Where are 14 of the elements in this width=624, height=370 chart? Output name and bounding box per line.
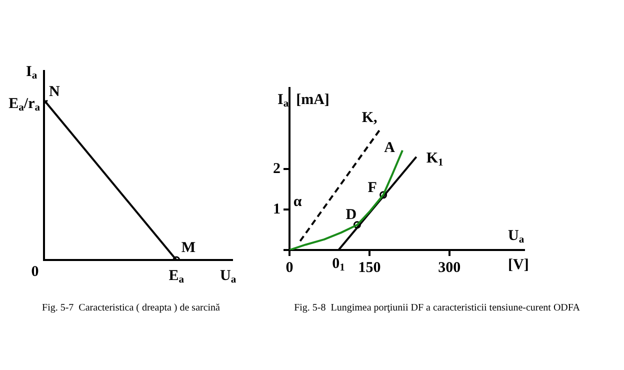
- text: Fig. 5-8 Lungimea porţiunii DF a caracteristicii tensiune-curent ODFA: [294, 302, 581, 314]
- y-tick-label: 1: [273, 201, 280, 218]
- annotation: M: [181, 240, 196, 256]
- y-tick-label: 2: [273, 160, 280, 177]
- annotation: α: [293, 194, 302, 210]
- x-tick-label: 150: [358, 260, 381, 276]
- annotation: K,: [362, 110, 378, 126]
- annotation: N: [49, 84, 60, 100]
- x-tick-label: 0: [286, 260, 294, 276]
- annotation: A: [384, 140, 396, 156]
- text: Fig. 5-7 Caracteristica ( dreapta ) de sarcină: [42, 302, 221, 314]
- annotation: F: [368, 180, 377, 196]
- x-tick-label: 300: [438, 260, 461, 276]
- annotation: D: [346, 206, 357, 223]
